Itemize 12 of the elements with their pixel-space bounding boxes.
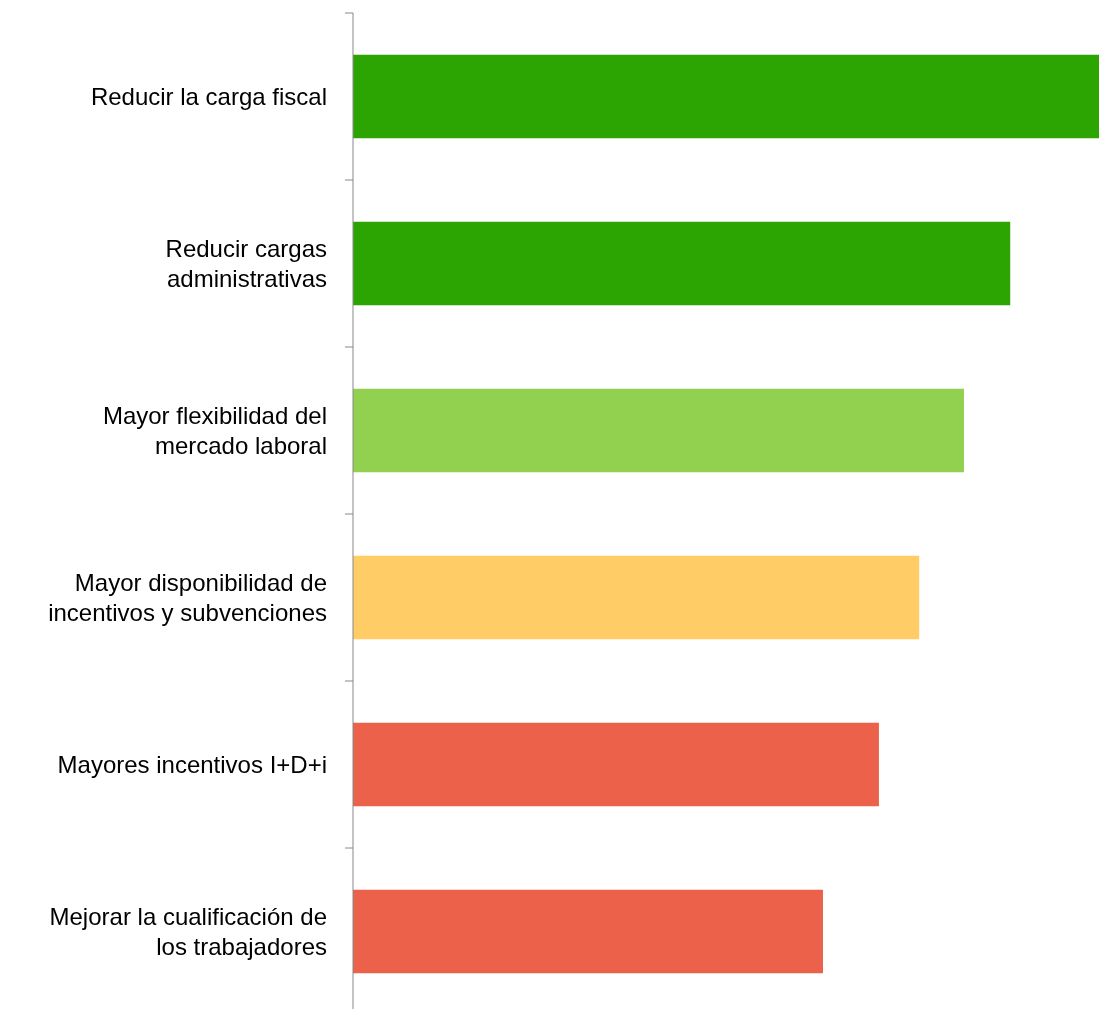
bar <box>353 221 1011 306</box>
bar <box>353 555 920 640</box>
y-tick-label: Reducir la carga fiscal <box>90 82 327 110</box>
bar <box>353 54 1099 139</box>
bar <box>353 722 879 807</box>
y-tick-label: Mayores incentivos I+D+i <box>57 750 327 778</box>
bar <box>353 388 964 473</box>
y-tick-label: Mejorar la cualificación de los trabajadores <box>49 902 327 960</box>
y-tick-label: Reducir cargas administrativas <box>165 234 327 292</box>
bar <box>353 889 823 974</box>
y-tick-label: Mayor flexibilidad del mercado laboral <box>102 401 327 459</box>
y-tick-label: Mayor disponibilidad de incentivos y subvenciones <box>48 568 327 626</box>
